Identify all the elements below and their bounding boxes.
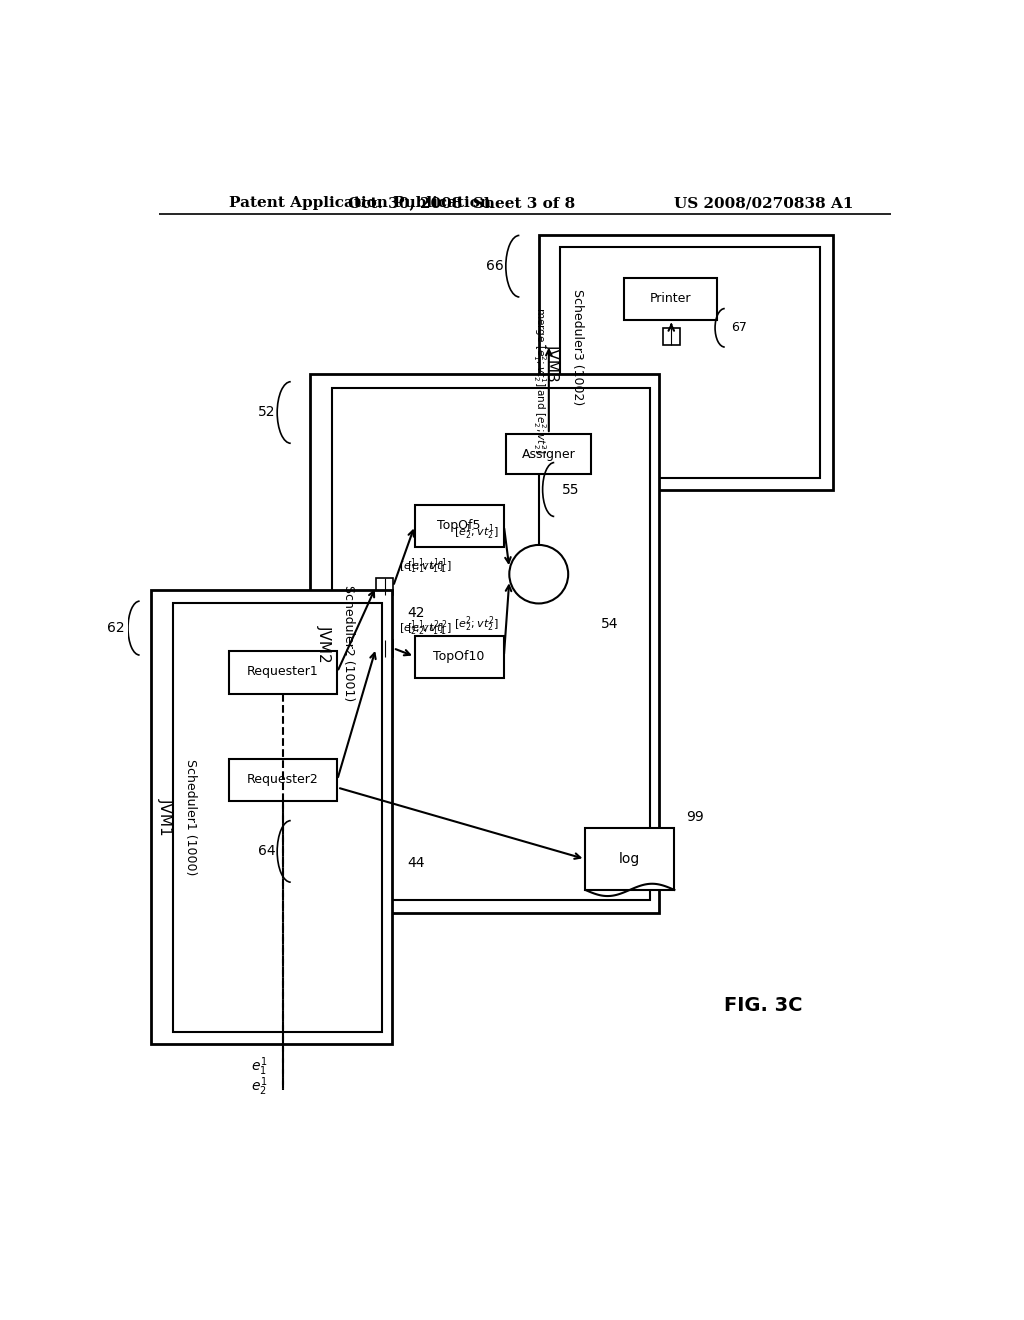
Text: FIG. 3C: FIG. 3C	[724, 995, 803, 1015]
Bar	[332, 388, 649, 900]
Text: 62: 62	[106, 622, 124, 635]
Bar	[415, 636, 504, 678]
Bar	[173, 603, 382, 1032]
Text: 99: 99	[686, 809, 703, 824]
Text: Requester2: Requester2	[247, 774, 318, 787]
Text: 55: 55	[562, 483, 580, 496]
Text: 67: 67	[731, 321, 746, 334]
Text: 64: 64	[258, 845, 275, 858]
Bar	[310, 374, 658, 913]
Text: Patent Application Publication: Patent Application Publication	[228, 197, 490, 210]
Text: 44: 44	[407, 855, 425, 870]
Text: $[e_2^1;vt_2^1]$: $[e_2^1;vt_2^1]$	[454, 521, 500, 541]
Text: $[e_2^1;vt_1^2]$: $[e_2^1;vt_1^2]$	[407, 618, 453, 638]
Text: Oct. 30, 2008  Sheet 3 of 8: Oct. 30, 2008 Sheet 3 of 8	[347, 197, 574, 210]
Bar	[376, 578, 393, 595]
Bar	[506, 434, 592, 474]
Bar	[560, 247, 820, 478]
Text: $e_2^1$: $e_2^1$	[251, 1074, 267, 1097]
Text: $[e_2^2;vt_2^2]$: $[e_2^2;vt_2^2]$	[454, 614, 500, 634]
Text: TopOf5: TopOf5	[437, 519, 480, 532]
Text: 54: 54	[601, 618, 618, 631]
Text: merge $[e_1^2;vt_2^1]$ and $[e_2^2;vt_2^2]$: merge $[e_1^2;vt_2^1]$ and $[e_2^2;vt_2^…	[531, 308, 548, 454]
Text: Scheduler2 (1001): Scheduler2 (1001)	[342, 585, 355, 702]
Bar	[663, 327, 680, 345]
Bar	[586, 829, 675, 890]
Text: JVM2: JVM2	[316, 624, 332, 663]
Text: Printer: Printer	[650, 292, 691, 305]
Text: Scheduler1 (1000): Scheduler1 (1000)	[183, 759, 197, 875]
Text: $[e_2^1;vt_1^2]$: $[e_2^1;vt_1^2]$	[399, 618, 444, 638]
Text: $[e_1^1;vt_1^1]$: $[e_1^1;vt_1^1]$	[407, 557, 453, 577]
Bar	[152, 590, 391, 1044]
Text: 52: 52	[258, 405, 275, 420]
Bar	[539, 235, 834, 490]
Text: $e_1^1$: $e_1^1$	[251, 1056, 267, 1078]
Text: log: log	[618, 853, 640, 866]
Text: TopOf10: TopOf10	[433, 649, 484, 663]
Text: Scheduler3 (1002): Scheduler3 (1002)	[571, 289, 584, 405]
Bar	[228, 651, 337, 693]
Text: 42: 42	[407, 606, 425, 619]
Text: JVM1: JVM1	[158, 797, 173, 836]
Bar	[376, 640, 393, 656]
Text: US 2008/0270838 A1: US 2008/0270838 A1	[674, 197, 853, 210]
Bar	[624, 277, 717, 321]
Text: 66: 66	[486, 259, 504, 273]
Bar	[415, 506, 504, 548]
Text: Requester1: Requester1	[247, 665, 318, 678]
Text: Assigner: Assigner	[522, 447, 575, 461]
Text: JVM3: JVM3	[545, 343, 560, 381]
Bar	[228, 759, 337, 801]
Text: $[e_1^1;vt_1^1]$: $[e_1^1;vt_1^1]$	[399, 557, 444, 577]
